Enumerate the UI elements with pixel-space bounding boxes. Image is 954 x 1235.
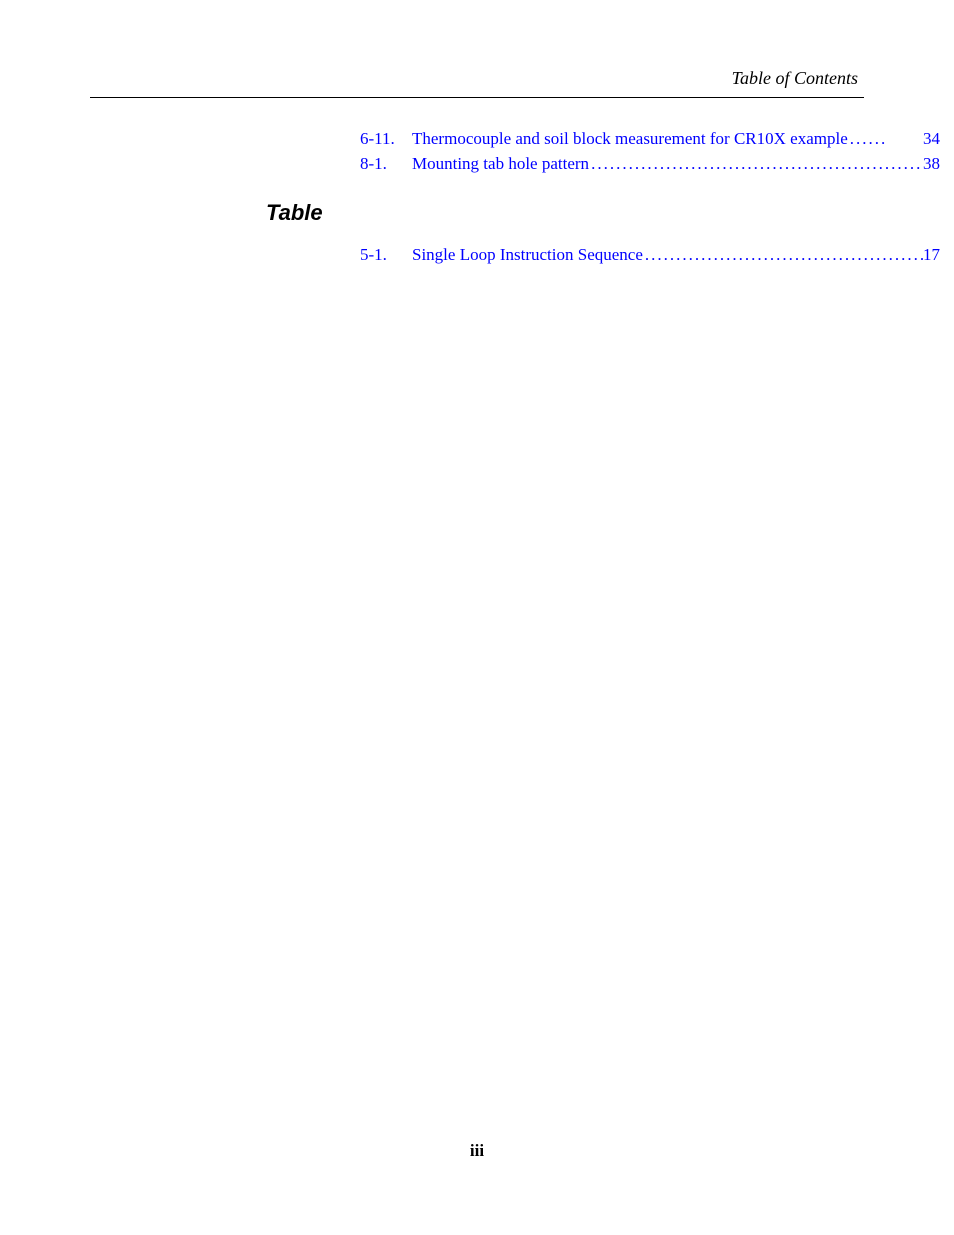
toc-entry-page: 17 xyxy=(923,244,940,267)
toc-entry-number: 5-1. xyxy=(360,244,412,267)
toc-entry-link[interactable]: Single Loop Instruction Sequence 17 xyxy=(412,244,940,267)
toc-entry-page: 34 xyxy=(923,128,940,151)
section-heading-table: Table xyxy=(266,200,864,226)
toc-entry-number: 8-1. xyxy=(360,153,412,176)
toc-table-content: 5-1. Single Loop Instruction Sequence 17 xyxy=(360,244,940,267)
running-head: Table of Contents xyxy=(90,68,864,89)
toc-entry-number: 6-11. xyxy=(360,128,412,151)
header-rule xyxy=(90,97,864,98)
toc-entry: 5-1. Single Loop Instruction Sequence 17 xyxy=(360,244,940,267)
toc-leader xyxy=(643,244,923,267)
toc-leader: ...... xyxy=(848,128,923,151)
toc-entry-title: Thermocouple and soil block measurement … xyxy=(412,128,848,151)
page: Table of Contents 6-11. Thermocouple and… xyxy=(0,0,954,1235)
toc-entry-link[interactable]: Mounting tab hole pattern 38 xyxy=(412,153,940,176)
toc-entry: 6-11. Thermocouple and soil block measur… xyxy=(360,128,940,151)
toc-entry-title: Single Loop Instruction Sequence xyxy=(412,244,643,267)
toc-content: 6-11. Thermocouple and soil block measur… xyxy=(360,128,940,176)
page-number: iii xyxy=(0,1141,954,1161)
toc-entry-link[interactable]: Thermocouple and soil block measurement … xyxy=(412,128,940,151)
toc-leader xyxy=(589,153,923,176)
toc-entry-title: Mounting tab hole pattern xyxy=(412,153,589,176)
toc-entry: 8-1. Mounting tab hole pattern 38 xyxy=(360,153,940,176)
toc-entry-page: 38 xyxy=(923,153,940,176)
